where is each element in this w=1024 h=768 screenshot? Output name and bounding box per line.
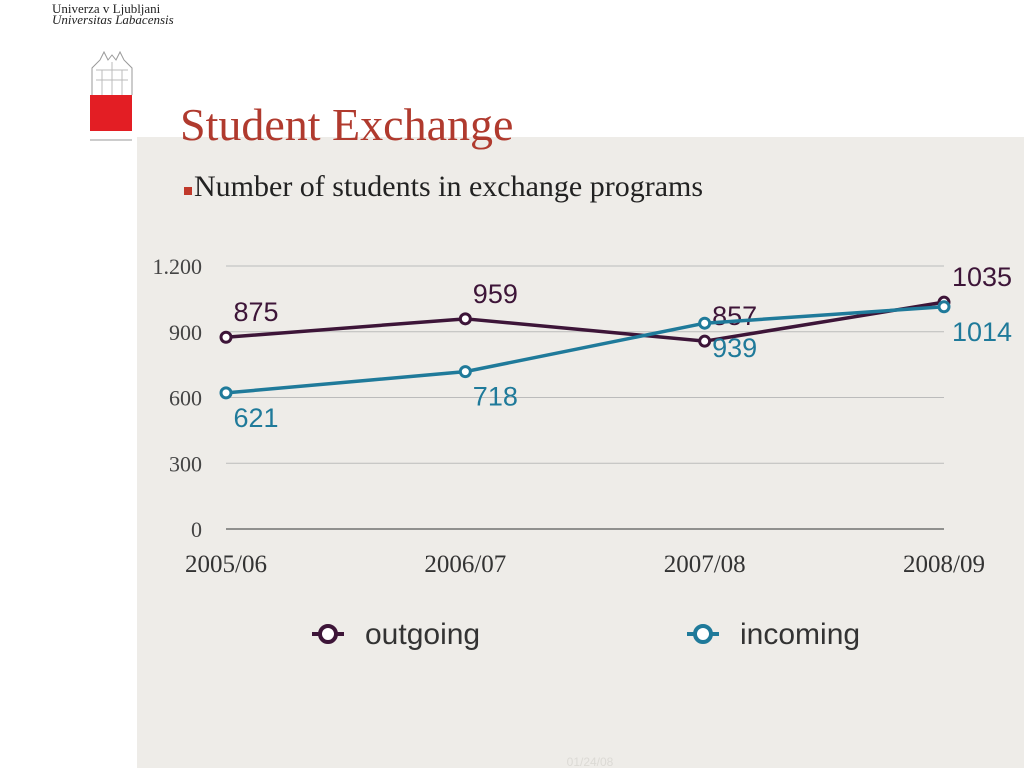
point (458, 365, 472, 379)
x-tick-label: 2008/09 (903, 551, 985, 578)
y-tick-label: 900 (169, 320, 202, 345)
data-label: 1014 (952, 317, 1012, 347)
data-label: 718 (473, 382, 518, 412)
data-label: 959 (473, 279, 518, 309)
point (698, 334, 712, 348)
y-tick-label: 0 (191, 517, 202, 542)
x-tick-label: 2007/08 (664, 551, 746, 578)
point (698, 316, 712, 330)
data-label: 939 (712, 333, 757, 363)
data-label: 1035 (952, 262, 1012, 292)
legend-marker (693, 624, 713, 644)
y-tick-label: 300 (169, 451, 202, 476)
bullet-marker (184, 187, 192, 195)
data-label: 857 (712, 301, 757, 331)
content-panel (137, 137, 1024, 768)
slide-title: Student Exchange (180, 99, 513, 150)
legend-label: outgoing (365, 618, 480, 651)
legend-marker (318, 624, 338, 644)
logo (90, 50, 133, 141)
y-tick-label: 1.200 (153, 254, 203, 279)
data-label: 875 (233, 297, 278, 327)
university-latin: Universitas Labacensis (52, 12, 174, 27)
y-tick-label: 600 (169, 386, 202, 411)
point (219, 386, 233, 400)
series-line (225, 305, 945, 395)
point (458, 312, 472, 326)
x-tick-label: 2005/06 (185, 551, 267, 578)
data-label: 621 (233, 403, 278, 433)
university-name: Univerza v Ljubljani (52, 1, 161, 16)
point (219, 330, 233, 344)
point (937, 300, 951, 314)
series-line (225, 300, 945, 343)
legend-label: incoming (740, 618, 860, 651)
bullet-text: Number of students in exchange programs (194, 170, 703, 203)
x-tick-label: 2006/07 (424, 551, 506, 578)
footer-date: 01/24/08 (567, 755, 614, 768)
